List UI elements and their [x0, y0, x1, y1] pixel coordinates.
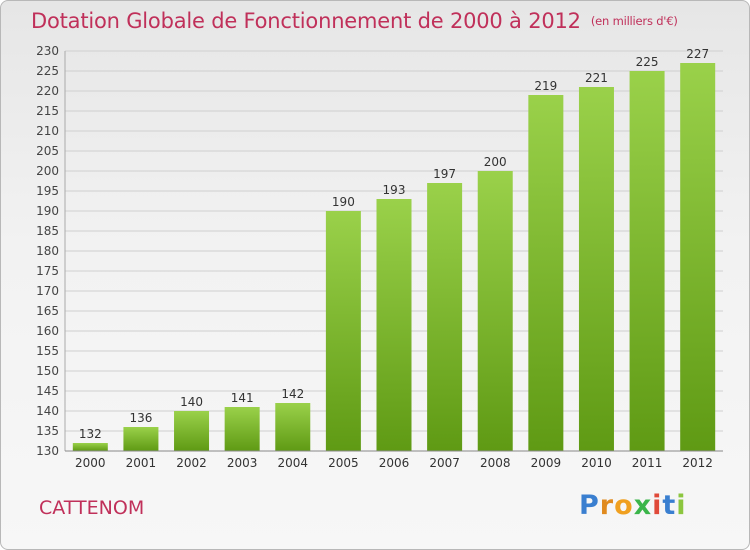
bar[interactable] — [477, 171, 513, 451]
y-tick-label: 170 — [36, 284, 59, 298]
logo-letter: o — [614, 490, 634, 521]
y-tick-label: 145 — [36, 384, 59, 398]
y-tick-label: 150 — [36, 364, 59, 378]
data-labels: 132 136 140 141 142 190 193 197 200 219 221 225 227 — [79, 47, 709, 441]
x-tick-label: 2011 — [632, 456, 663, 470]
x-tick-label: 2012 — [682, 456, 713, 470]
y-tick-label: 185 — [36, 224, 59, 238]
y-tick-label: 195 — [36, 184, 59, 198]
bar-value-label: 221 — [585, 71, 608, 85]
bar-value-label: 142 — [281, 387, 304, 401]
y-tick-label: 220 — [36, 84, 59, 98]
y-tick-label: 160 — [36, 324, 59, 338]
x-tick-label: 2010 — [581, 456, 612, 470]
chart-title-text: Dotation Globale de Fonctionnement de 20… — [31, 9, 581, 33]
y-axis: 130 135 140 145 150 155 160 165 170 175 180 185 190 1… — [36, 44, 66, 458]
bar[interactable] — [123, 427, 159, 451]
y-tick-label: 190 — [36, 204, 59, 218]
x-tick-label: 2002 — [176, 456, 207, 470]
bar[interactable] — [680, 63, 716, 451]
bar-value-label: 200 — [484, 155, 507, 169]
y-tick-label: 180 — [36, 244, 59, 258]
x-tick-label: 2007 — [429, 456, 460, 470]
y-tick-label: 215 — [36, 104, 59, 118]
y-tick-label: 230 — [36, 44, 59, 58]
bar-value-label: 190 — [332, 195, 355, 209]
y-tick-label: 175 — [36, 264, 59, 278]
bars — [72, 63, 716, 451]
bar-value-label: 140 — [180, 395, 203, 409]
bar[interactable] — [427, 183, 463, 451]
x-tick-label: 2000 — [75, 456, 106, 470]
x-axis: 2000 2001 2002 2003 2004 2005 2006 2007 2008 2009… — [65, 450, 723, 470]
logo-letter: i — [676, 490, 687, 521]
bar[interactable] — [528, 95, 564, 451]
logo-letter: P — [579, 490, 600, 521]
bar[interactable] — [376, 199, 412, 451]
bar[interactable] — [578, 87, 614, 451]
chart-title: Dotation Globale de Fonctionnement de 20… — [31, 9, 678, 33]
x-tick-label: 2004 — [277, 456, 308, 470]
commune-name: CATTENOM — [39, 497, 145, 519]
logo-letter: t — [662, 490, 677, 521]
x-tick-label: 2008 — [480, 456, 511, 470]
x-tick-label: 2003 — [227, 456, 258, 470]
bar-value-label: 141 — [231, 391, 254, 405]
bar[interactable] — [174, 411, 210, 451]
bar[interactable] — [325, 211, 361, 451]
x-tick-label: 2005 — [328, 456, 359, 470]
y-tick-label: 155 — [36, 344, 59, 358]
chart-unit-note: (en milliers d'€) — [590, 14, 678, 28]
x-tick-label: 2009 — [531, 456, 562, 470]
bar-value-label: 197 — [433, 167, 456, 181]
logo-letter: x — [633, 490, 653, 521]
bar-value-label: 219 — [534, 79, 557, 93]
y-tick-label: 165 — [36, 304, 59, 318]
y-tick-label: 210 — [36, 124, 59, 138]
y-tick-label: 135 — [36, 424, 59, 438]
bar-value-label: 136 — [129, 411, 152, 425]
x-tick-label: 2001 — [126, 456, 157, 470]
logo-letter: r — [599, 490, 615, 521]
proxiti-logo[interactable]: Proxiti — [579, 490, 687, 521]
bar-value-label: 193 — [383, 183, 406, 197]
bar[interactable] — [72, 443, 108, 451]
bar-value-label: 227 — [686, 47, 709, 61]
y-tick-label: 130 — [36, 444, 59, 458]
bar[interactable] — [275, 403, 311, 451]
x-tick-label: 2006 — [379, 456, 410, 470]
logo-letter: i — [652, 490, 663, 521]
bar[interactable] — [224, 407, 260, 451]
bar[interactable] — [629, 71, 665, 451]
y-tick-label: 205 — [36, 144, 59, 158]
y-tick-label: 225 — [36, 64, 59, 78]
y-tick-label: 200 — [36, 164, 59, 178]
bar-value-label: 225 — [636, 55, 659, 69]
bar-value-label: 132 — [79, 427, 102, 441]
y-tick-label: 140 — [36, 404, 59, 418]
